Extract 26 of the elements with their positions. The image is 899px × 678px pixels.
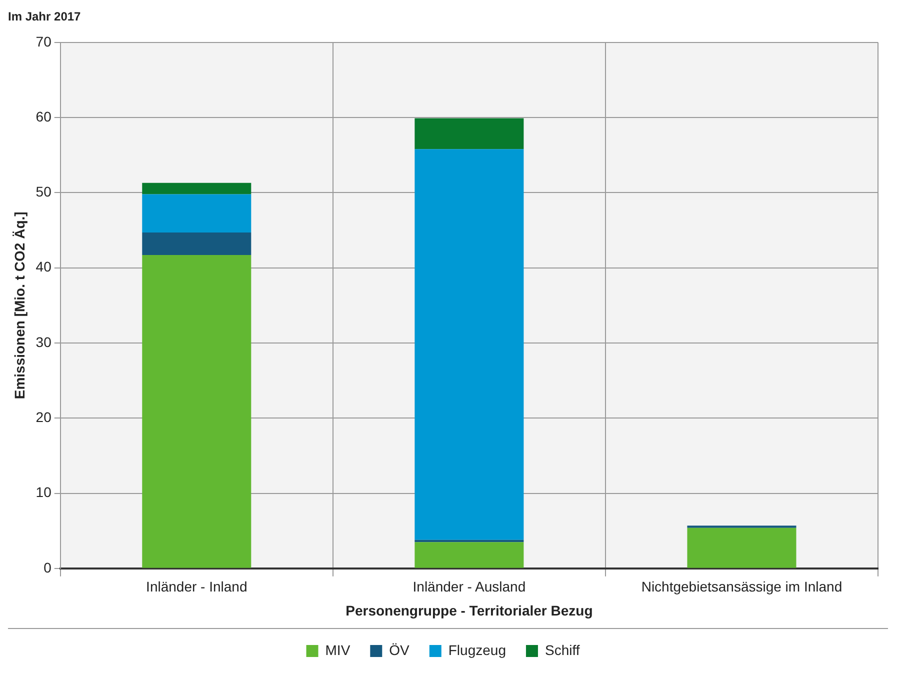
- y-tick-label: 0: [44, 559, 52, 576]
- y-tick-label: 50: [36, 184, 52, 200]
- legend-label: Schiff: [544, 642, 580, 658]
- y-tick-label: 20: [36, 408, 52, 425]
- y-tick-label: 30: [36, 334, 52, 350]
- legend-label: ÖV: [389, 642, 410, 658]
- legend-label: Flugzeug: [448, 642, 506, 658]
- x-tick-label: Nichtgebietsansässige im Inland: [641, 578, 842, 595]
- legend-label: MIV: [325, 642, 351, 658]
- chart-title: Im Jahr 2017: [8, 10, 82, 24]
- y-tick-label: 40: [36, 258, 52, 275]
- y-tick-label: 10: [36, 484, 52, 500]
- bar: [142, 255, 252, 568]
- x-axis-title: Personengruppe - Territorialer Bezug: [346, 602, 593, 618]
- y-axis-title: Emissionen [Mio. t CO2 Äq.]: [11, 212, 28, 400]
- y-tick-label: 60: [36, 108, 52, 124]
- bar: [414, 118, 524, 150]
- bar: [142, 232, 252, 256]
- x-tick-label: Inländer - Ausland: [412, 578, 526, 595]
- bar: [687, 528, 796, 568]
- bar: [142, 194, 252, 233]
- bar: [142, 182, 252, 194]
- y-tick-label: 70: [36, 33, 52, 50]
- x-tick-label: Inländer - Inland: [146, 578, 248, 595]
- bar: [414, 542, 524, 568]
- bar: [414, 149, 524, 540]
